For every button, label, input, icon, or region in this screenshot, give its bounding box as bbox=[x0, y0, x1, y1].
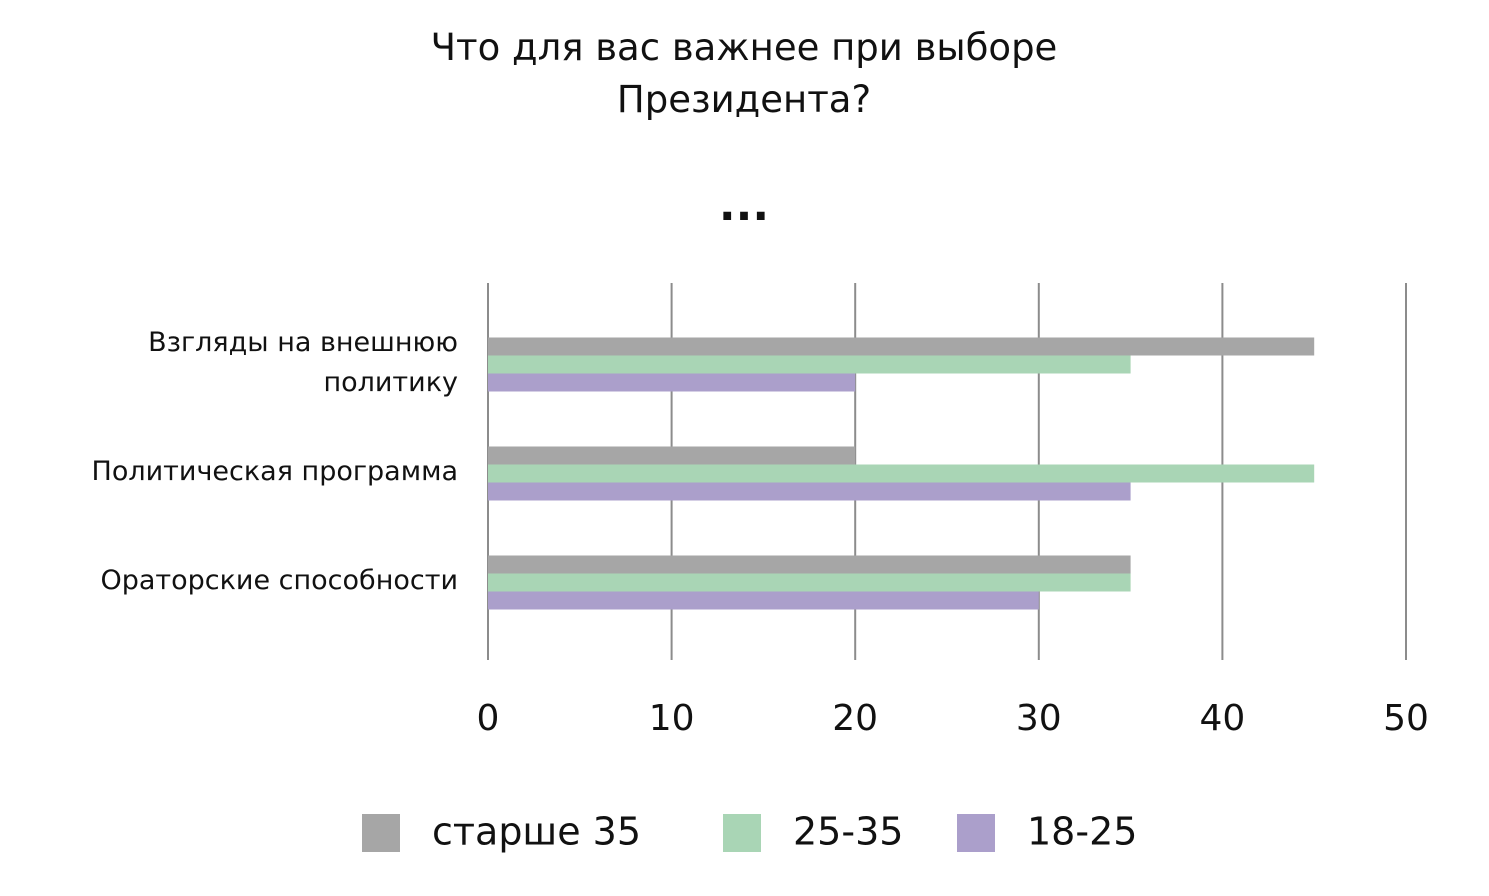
y-tick-label: Ораторские способности bbox=[100, 564, 458, 596]
bar bbox=[488, 373, 856, 392]
bar bbox=[488, 355, 1131, 374]
chart-title: Что для вас важнее при выборе Президента… bbox=[430, 26, 1058, 121]
legend-swatch bbox=[723, 814, 761, 852]
x-tick-label: 20 bbox=[832, 698, 878, 739]
x-tick-label: 0 bbox=[477, 698, 500, 739]
y-tick-label: Взгляды на внешнюю политику bbox=[148, 326, 458, 398]
bar bbox=[488, 482, 1131, 501]
bar bbox=[488, 464, 1315, 483]
x-tick-label: 50 bbox=[1383, 698, 1429, 739]
bar bbox=[488, 446, 856, 465]
legend-label: 18-25 bbox=[1027, 810, 1137, 854]
legend-swatch bbox=[957, 814, 995, 852]
x-tick-label: 30 bbox=[1016, 698, 1062, 739]
legend-label: 25-35 bbox=[793, 810, 903, 854]
bar bbox=[488, 573, 1131, 592]
x-tick-label: 40 bbox=[1199, 698, 1245, 739]
bar bbox=[488, 591, 1039, 610]
bar bbox=[488, 337, 1315, 356]
legend-label: старше 35 bbox=[432, 810, 641, 854]
chart-subtitle: ... bbox=[718, 180, 770, 231]
x-tick-label: 10 bbox=[649, 698, 695, 739]
y-tick-label: Политическая программа bbox=[91, 455, 458, 487]
legend-swatch bbox=[362, 814, 400, 852]
bar bbox=[488, 555, 1131, 574]
